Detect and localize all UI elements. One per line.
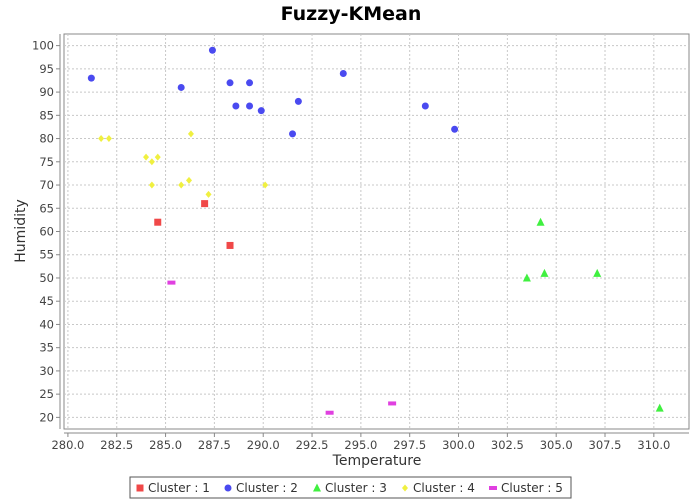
legend-label-cluster-1: Cluster : 1 — [148, 481, 210, 495]
y-axis-label: Humidity — [13, 199, 29, 262]
legend-marker-cluster-4 — [402, 484, 408, 492]
grid-lines — [64, 34, 689, 429]
x-tick-label: 302.5 — [491, 438, 524, 452]
data-point-cluster-1 — [201, 200, 209, 208]
data-point-cluster-4 — [98, 135, 105, 143]
data-point-cluster-3 — [593, 268, 602, 277]
x-tick-label: 290.0 — [247, 438, 280, 452]
legend-label-cluster-2: Cluster : 2 — [236, 481, 298, 495]
data-points — [87, 46, 664, 415]
x-tick-label: 310.0 — [637, 438, 670, 452]
data-point-cluster-2 — [421, 102, 429, 110]
y-tick-label: 20 — [39, 410, 54, 424]
data-point-cluster-3 — [522, 273, 531, 282]
data-point-cluster-4 — [187, 130, 194, 138]
legend-marker-cluster-3 — [313, 483, 321, 492]
data-point-cluster-4 — [178, 181, 185, 189]
y-tick-label: 65 — [39, 201, 54, 215]
data-point-cluster-2 — [208, 46, 216, 54]
data-point-cluster-4 — [143, 153, 150, 161]
data-point-cluster-2 — [246, 102, 254, 110]
data-point-cluster-4 — [186, 176, 192, 184]
x-tick-label: 307.5 — [589, 438, 622, 452]
data-point-cluster-5 — [325, 410, 334, 415]
legend-marker-cluster-5 — [489, 486, 497, 490]
y-tick-label: 60 — [39, 225, 54, 239]
data-point-cluster-4 — [148, 181, 155, 189]
data-point-cluster-2 — [87, 74, 95, 82]
data-point-cluster-2 — [226, 79, 234, 87]
data-point-cluster-5 — [388, 401, 397, 406]
y-tick-label: 25 — [39, 387, 54, 401]
x-tick-label: 300.0 — [442, 438, 475, 452]
x-tick-label: 297.5 — [393, 438, 426, 452]
data-point-cluster-1 — [226, 241, 234, 249]
y-tick-label: 100 — [32, 39, 54, 53]
x-tick-label: 285.0 — [149, 438, 182, 452]
data-point-cluster-2 — [177, 83, 185, 91]
y-tick-label: 40 — [39, 317, 54, 331]
chart-title: Fuzzy-KMean — [281, 3, 422, 25]
data-point-cluster-3 — [540, 268, 549, 277]
x-tick-label: 287.5 — [198, 438, 231, 452]
data-point-cluster-4 — [205, 190, 212, 198]
y-tick-label: 50 — [39, 271, 54, 285]
data-point-cluster-4 — [105, 135, 112, 143]
data-point-cluster-2 — [232, 102, 240, 110]
data-point-cluster-2 — [294, 97, 302, 105]
y-tick-label: 30 — [39, 364, 54, 378]
y-tick-label: 85 — [39, 108, 54, 122]
y-tick-label: 70 — [39, 178, 54, 192]
data-point-cluster-4 — [154, 153, 161, 161]
data-point-cluster-5 — [167, 280, 176, 285]
y-axis-ticks: 20 25 30 35 40 45 50 55 60 65 70 75 80 85 90 95 100 — [32, 39, 60, 424]
legend-marker-cluster-2 — [224, 484, 232, 492]
x-axis-label: Temperature — [332, 453, 422, 469]
y-tick-label: 90 — [39, 85, 54, 99]
y-tick-label: 80 — [39, 132, 54, 146]
data-point-cluster-2 — [257, 107, 265, 115]
x-tick-label: 295.0 — [344, 438, 377, 452]
legend: Cluster : 1 Cluster : 2 Cluster : 3 Cluster… — [129, 476, 572, 499]
x-tick-label: 282.5 — [100, 438, 133, 452]
data-point-cluster-1 — [154, 218, 162, 226]
x-tick-label: 280.0 — [51, 438, 84, 452]
legend-marker-cluster-1 — [136, 484, 144, 492]
x-tick-label: 305.0 — [540, 438, 573, 452]
data-point-cluster-2 — [339, 70, 347, 77]
y-tick-label: 35 — [39, 341, 54, 355]
data-point-cluster-3 — [655, 403, 664, 412]
y-tick-label: 75 — [39, 155, 54, 169]
y-tick-label: 55 — [39, 248, 54, 262]
legend-label-cluster-4: Cluster : 4 — [413, 481, 475, 495]
y-tick-label: 45 — [39, 294, 54, 308]
legend-box — [129, 476, 572, 499]
data-point-cluster-2 — [451, 125, 459, 133]
legend-label-cluster-5: Cluster : 5 — [501, 481, 563, 495]
x-axis-ticks: 280.0 282.5 285.0 287.5 290.0 292.5 295.0 297.5… — [51, 433, 670, 452]
data-point-cluster-4 — [148, 158, 155, 166]
data-point-cluster-2 — [246, 79, 254, 87]
data-point-cluster-4 — [262, 181, 269, 189]
data-point-cluster-2 — [289, 130, 297, 138]
legend-label-cluster-3: Cluster : 3 — [325, 481, 387, 495]
data-point-cluster-3 — [536, 217, 545, 226]
y-tick-label: 95 — [39, 62, 54, 76]
x-tick-label: 292.5 — [296, 438, 329, 452]
